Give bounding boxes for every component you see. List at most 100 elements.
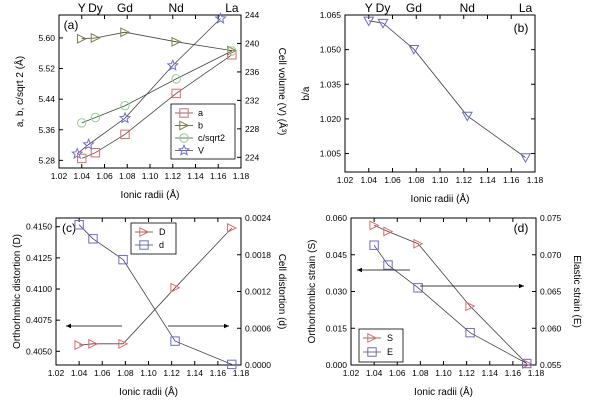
x-tick-label: 1.16 bbox=[210, 171, 227, 181]
legend-marker bbox=[367, 332, 378, 344]
y-tick-label: 0.4075 bbox=[26, 315, 52, 325]
series-line-1 bbox=[78, 224, 232, 365]
series-line-1 bbox=[373, 244, 527, 364]
y-axis-label: a, b, c/sqrt 2 (Å) bbox=[13, 56, 26, 127]
legend-entry: D bbox=[159, 227, 166, 237]
y2-tick-label: 240 bbox=[245, 38, 259, 48]
data-point-0 bbox=[171, 88, 181, 99]
y2-tick-label: 224 bbox=[245, 152, 259, 162]
series-line-3 bbox=[76, 18, 221, 155]
panel-label: (d) bbox=[514, 221, 529, 235]
x-tick-label: 1.14 bbox=[187, 171, 204, 181]
y-tick-label: 0.000 bbox=[326, 360, 348, 370]
y2-tick-label: 0.0024 bbox=[245, 213, 271, 223]
x-tick-label: 1.18 bbox=[528, 368, 545, 378]
y-axis-label: Orthorhombic strain (S) bbox=[307, 240, 318, 344]
y-tick-label: 0.4125 bbox=[26, 253, 52, 263]
x-axis-label: Ionic radii (Å) bbox=[121, 188, 180, 201]
x-tick-label: 1.08 bbox=[412, 368, 429, 378]
x-tick-label: 1.06 bbox=[389, 368, 406, 378]
y-tick-label: 1.005 bbox=[320, 149, 342, 159]
legend-entry: a bbox=[198, 108, 203, 118]
element-label: Gd bbox=[406, 1, 422, 15]
x-tick-label: 1.10 bbox=[142, 171, 159, 181]
legend-entry: d bbox=[159, 240, 164, 250]
element-label: La bbox=[225, 1, 239, 15]
element-label: Dy bbox=[376, 1, 391, 15]
data-point-1 bbox=[522, 358, 532, 369]
series-line-0 bbox=[368, 20, 526, 158]
y2-tick-label: 0.075 bbox=[540, 213, 562, 223]
y2-tick-label: 232 bbox=[245, 95, 259, 105]
y-tick-label: 5.60 bbox=[38, 33, 55, 43]
data-point-1 bbox=[118, 254, 128, 265]
x-tick-label: 1.18 bbox=[233, 368, 250, 378]
x-tick-label: 1.14 bbox=[479, 175, 496, 185]
y2-tick-label: 0.0012 bbox=[245, 287, 271, 297]
x-tick-label: 1.16 bbox=[505, 368, 522, 378]
data-point-0 bbox=[413, 238, 424, 249]
arrow-right-head bbox=[224, 323, 229, 329]
data-point-2 bbox=[77, 118, 87, 128]
x-tick-label: 1.02 bbox=[337, 175, 354, 185]
legend-marker bbox=[139, 240, 149, 250]
data-point-0 bbox=[118, 338, 129, 349]
legend-box bbox=[358, 328, 404, 363]
legend-entry: b bbox=[198, 121, 203, 131]
plot-frame bbox=[344, 14, 536, 173]
y-axis-label: Orthorhmbic distortion (D) bbox=[12, 234, 23, 349]
x-tick-label: 1.02 bbox=[343, 368, 360, 378]
y-tick-label: 0.4150 bbox=[26, 222, 52, 232]
data-point-0 bbox=[377, 18, 389, 29]
y2-tick-label: 0.060 bbox=[540, 323, 562, 333]
x-tick-label: 1.16 bbox=[503, 175, 520, 185]
x-tick-label: 1.08 bbox=[408, 175, 425, 185]
data-point-0 bbox=[465, 301, 476, 312]
x-axis-label: Ionic radii (Å) bbox=[414, 385, 473, 398]
x-tick-label: 1.14 bbox=[481, 368, 498, 378]
element-label: Dy bbox=[88, 1, 103, 15]
element-label: Y bbox=[365, 1, 373, 15]
data-point-3 bbox=[166, 58, 179, 71]
data-point-0 bbox=[90, 148, 101, 158]
y-tick-label: 1.020 bbox=[320, 114, 342, 124]
y-tick-label: 5.36 bbox=[38, 125, 55, 135]
data-point-3 bbox=[214, 12, 227, 24]
data-point-1 bbox=[413, 283, 423, 293]
data-point-0 bbox=[461, 111, 473, 122]
legend-marker bbox=[177, 144, 191, 156]
y2-tick-label: 0.070 bbox=[540, 250, 562, 260]
data-point-0 bbox=[77, 153, 87, 164]
data-point-1 bbox=[171, 36, 182, 47]
x-tick-label: 1.12 bbox=[164, 171, 181, 181]
element-label: La bbox=[519, 1, 533, 15]
panel-0: 1.02 1.04 1.06 1.08 1.10 1.12 1.14 1.16 1.18 Ioni… bbox=[13, 1, 289, 201]
panel-label: (c) bbox=[62, 221, 76, 235]
x-tick-label: 1.06 bbox=[94, 368, 111, 378]
y-tick-label: 0.060 bbox=[326, 213, 348, 223]
y2-tick-label: 244 bbox=[245, 10, 259, 20]
data-point-0 bbox=[408, 44, 420, 55]
x-axis-label: Ionic radii (Å) bbox=[119, 385, 178, 398]
x-axis-label: Ionic radii (Å) bbox=[411, 192, 470, 205]
data-point-1 bbox=[120, 27, 131, 38]
y-tick-label: 0.4100 bbox=[26, 284, 52, 294]
y-tick-label: 0.4050 bbox=[26, 346, 52, 356]
x-tick-label: 1.06 bbox=[384, 175, 401, 185]
data-point-0 bbox=[88, 338, 99, 349]
x-tick-label: 1.04 bbox=[73, 171, 90, 181]
x-tick-label: 1.06 bbox=[96, 171, 113, 181]
y2-tick-label: 0.0006 bbox=[245, 323, 271, 333]
data-point-3 bbox=[71, 147, 84, 160]
y-tick-label: 0.045 bbox=[326, 250, 348, 260]
data-point-0 bbox=[170, 282, 181, 293]
x-tick-label: 1.02 bbox=[51, 171, 68, 181]
legend-entry: S bbox=[387, 333, 393, 343]
y2-tick-label: 0.0000 bbox=[245, 360, 271, 370]
data-point-0 bbox=[519, 153, 532, 164]
panel-1: 1.02 1.04 1.06 1.08 1.10 1.12 1.14 1.16 1.18 Ioni… bbox=[301, 1, 544, 205]
data-point-2 bbox=[171, 74, 181, 84]
data-point-1 bbox=[88, 234, 98, 244]
panel-3: 1.02 1.04 1.06 1.08 1.10 1.12 1.14 1.16 1.18 Ioni… bbox=[307, 213, 582, 398]
